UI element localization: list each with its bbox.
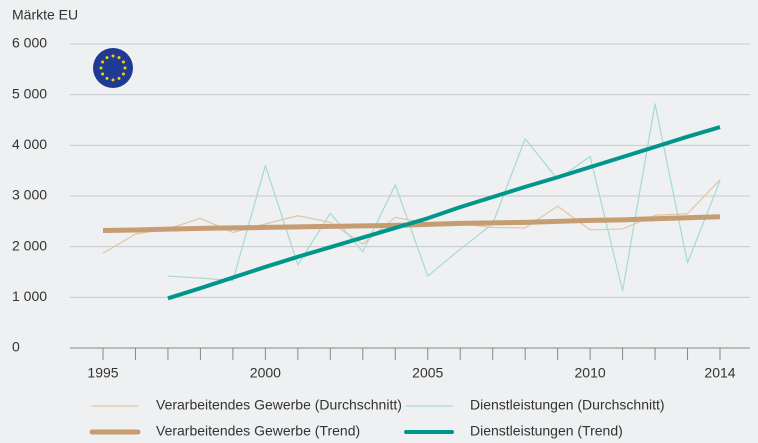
y-tick-label: 5 000 <box>12 85 47 101</box>
y-tick-label: 6 000 <box>12 35 47 51</box>
series-line <box>167 103 721 292</box>
y-tick-label: 1 000 <box>12 288 47 304</box>
x-tick-label: 2010 <box>575 365 606 381</box>
y-axis-label: Märkte EU <box>12 7 78 23</box>
x-tick-label: 2000 <box>250 365 281 381</box>
legend-label: Verarbeitendes Gewerbe (Trend) <box>156 423 360 439</box>
x-tick-label: 1995 <box>87 365 118 381</box>
eu-flag <box>93 48 133 88</box>
legend-label: Dienstleistungen (Durchschnitt) <box>470 397 665 413</box>
x-tick-label: 2014 <box>704 365 735 381</box>
legend-label: Dienstleistungen (Trend) <box>470 423 623 439</box>
series-line <box>102 179 721 254</box>
y-tick-label: 2 000 <box>12 237 47 253</box>
series-line <box>167 125 721 301</box>
y-tick-label: 0 <box>12 339 20 355</box>
legend-label: Verarbeitendes Gewerbe (Durchschnitt) <box>156 397 402 413</box>
x-tick-label: 2005 <box>412 365 443 381</box>
y-tick-label: 4 000 <box>12 136 47 152</box>
y-tick-label: 3 000 <box>12 187 47 203</box>
